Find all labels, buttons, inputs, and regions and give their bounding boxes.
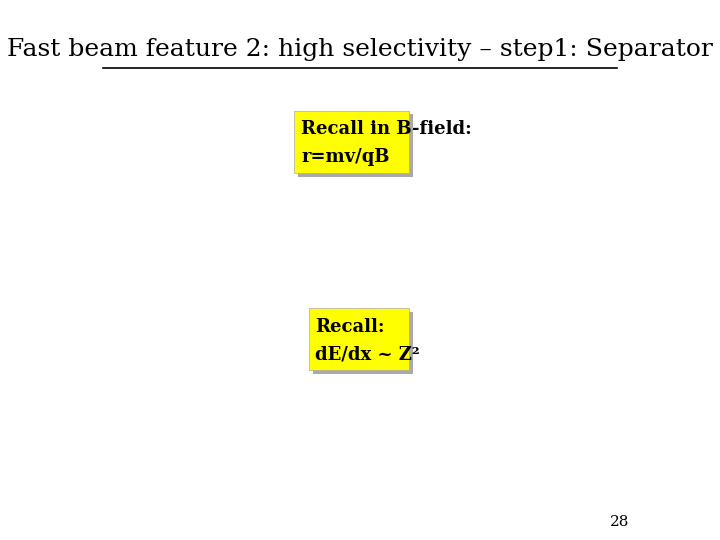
Text: Recall in B-field:: Recall in B-field: <box>301 120 472 138</box>
FancyBboxPatch shape <box>308 308 409 370</box>
FancyBboxPatch shape <box>298 114 413 177</box>
Text: Fast beam feature 2: high selectivity – step1: Separator: Fast beam feature 2: high selectivity – … <box>7 38 713 61</box>
Text: Recall:: Recall: <box>315 318 385 335</box>
Text: dE/dx ~ Z²: dE/dx ~ Z² <box>315 346 420 363</box>
Text: 28: 28 <box>610 515 629 529</box>
Text: r=mv/qB: r=mv/qB <box>301 148 390 166</box>
FancyBboxPatch shape <box>312 312 413 374</box>
FancyBboxPatch shape <box>294 111 409 173</box>
